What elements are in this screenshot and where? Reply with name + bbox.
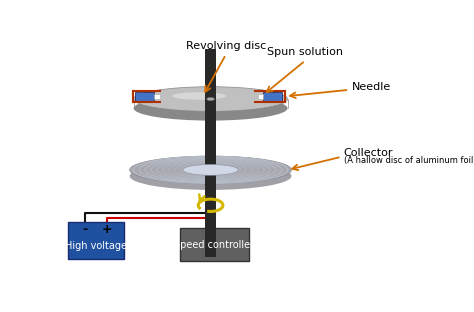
Bar <box>205 49 216 257</box>
Text: Revolving disc: Revolving disc <box>186 41 266 51</box>
Text: +: + <box>101 223 112 236</box>
Text: Collector: Collector <box>344 148 393 158</box>
Text: (A hallow disc of aluminum foil): (A hallow disc of aluminum foil) <box>344 156 474 165</box>
Ellipse shape <box>130 156 292 184</box>
Ellipse shape <box>134 87 288 111</box>
Bar <box>135 92 155 100</box>
Text: Speed controller: Speed controller <box>174 240 255 250</box>
Text: -: - <box>82 223 87 236</box>
Bar <box>155 94 160 99</box>
Text: High voltage: High voltage <box>65 241 127 251</box>
Ellipse shape <box>172 92 226 100</box>
Ellipse shape <box>130 162 292 190</box>
Ellipse shape <box>183 164 238 175</box>
Ellipse shape <box>207 97 214 100</box>
Text: Spun solution: Spun solution <box>267 47 343 57</box>
Text: Needle: Needle <box>352 82 391 92</box>
FancyBboxPatch shape <box>180 228 249 261</box>
Bar <box>257 94 263 99</box>
FancyBboxPatch shape <box>68 222 124 259</box>
Ellipse shape <box>134 96 288 121</box>
Bar <box>263 92 282 100</box>
